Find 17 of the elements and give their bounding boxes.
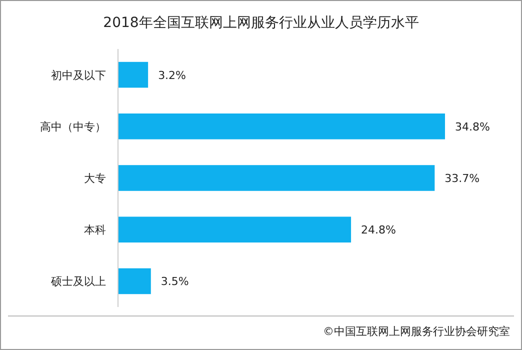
chart-title: 2018年全国互联网上网服务行业从业人员学历水平: [103, 15, 419, 31]
bar: [118, 114, 445, 140]
y-tick-label: 硕士及以上: [50, 275, 106, 288]
bar: [118, 268, 151, 294]
bar: [118, 62, 148, 88]
data-label: 24.8%: [361, 224, 396, 237]
data-label: 3.5%: [160, 275, 189, 288]
bar: [118, 165, 435, 191]
text: ©中国互联网上网服务行业协会研究室: [323, 325, 510, 338]
data-label: 3.2%: [158, 68, 186, 82]
y-tick-label: 大专: [84, 172, 106, 185]
data-label: 34.8%: [455, 120, 490, 134]
y-tick-label: 初中及以下: [51, 68, 106, 82]
y-tick-label: 本科: [84, 224, 106, 237]
y-tick-label: 高中（中专）: [40, 120, 106, 134]
data-label: 33.7%: [444, 172, 480, 185]
bar: [118, 216, 352, 242]
